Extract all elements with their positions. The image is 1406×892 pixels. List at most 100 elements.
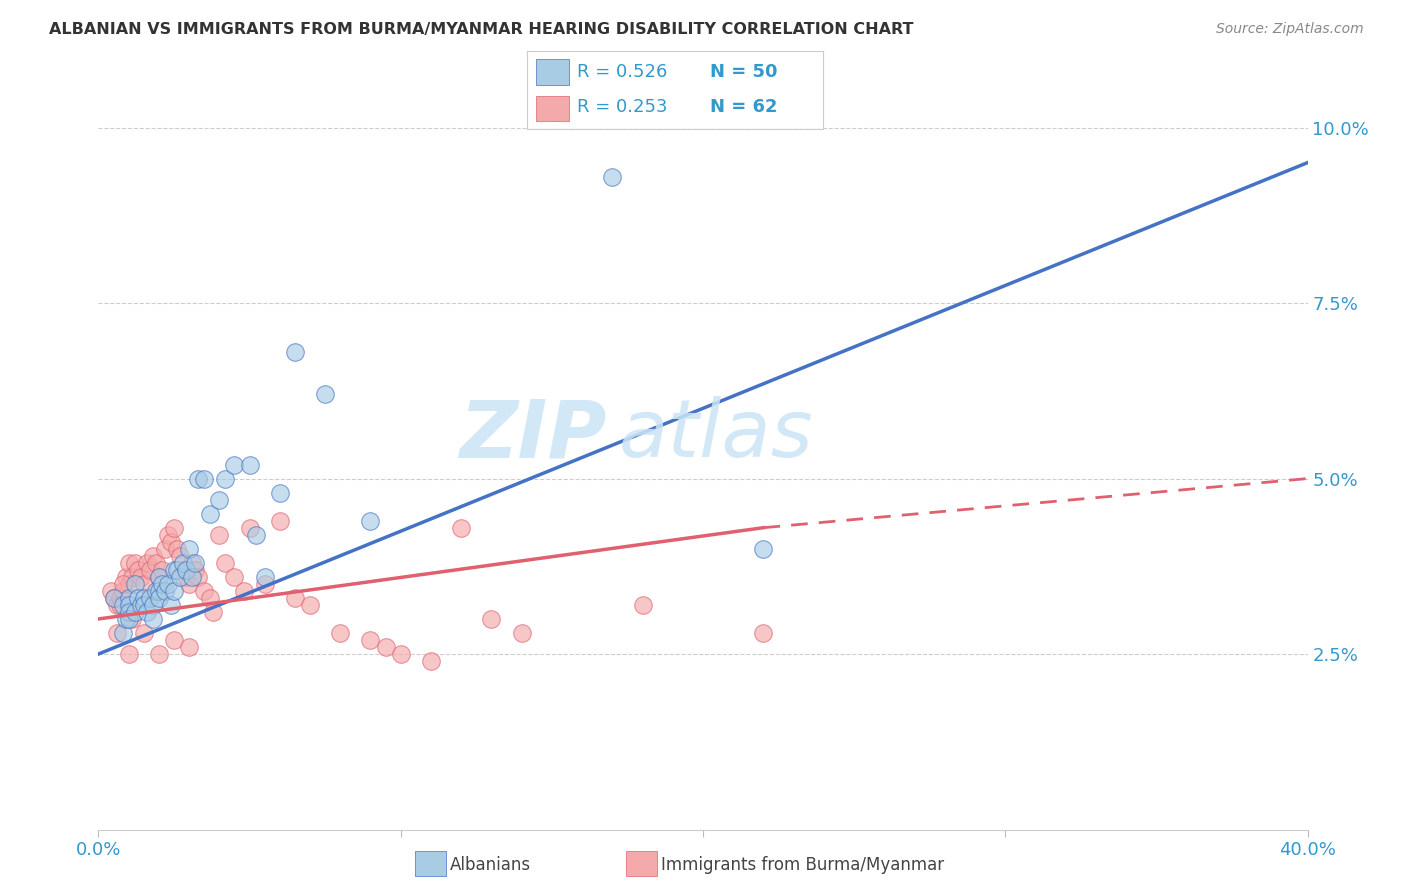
Point xyxy=(245,527,267,541)
Point xyxy=(114,612,136,626)
Point xyxy=(108,591,131,605)
Point xyxy=(208,492,231,507)
Point xyxy=(752,541,775,556)
FancyBboxPatch shape xyxy=(536,59,568,85)
Point xyxy=(200,591,222,605)
Point xyxy=(389,647,412,661)
Point xyxy=(232,583,254,598)
Point xyxy=(179,541,201,556)
Point xyxy=(284,591,307,605)
Point xyxy=(269,485,291,500)
Point xyxy=(150,577,173,591)
Point xyxy=(224,458,246,472)
Point xyxy=(156,577,179,591)
Point xyxy=(132,598,155,612)
Point xyxy=(187,570,209,584)
Point xyxy=(160,534,183,549)
Point xyxy=(200,507,222,521)
Point xyxy=(179,640,201,654)
Point xyxy=(118,598,141,612)
Point xyxy=(145,583,167,598)
Point xyxy=(105,598,128,612)
Point xyxy=(118,605,141,619)
Point xyxy=(208,527,231,541)
Text: N = 50: N = 50 xyxy=(710,62,778,80)
Point xyxy=(153,583,176,598)
Text: Immigrants from Burma/Myanmar: Immigrants from Burma/Myanmar xyxy=(661,856,943,874)
Point xyxy=(172,563,194,577)
Point xyxy=(166,563,188,577)
Point xyxy=(129,598,152,612)
Point xyxy=(153,541,176,556)
Point xyxy=(142,598,165,612)
Point xyxy=(184,563,207,577)
Point xyxy=(360,514,382,528)
Point xyxy=(142,612,165,626)
Point xyxy=(193,471,215,485)
Point xyxy=(269,514,291,528)
Point xyxy=(108,598,131,612)
Point xyxy=(148,570,170,584)
Point xyxy=(253,577,276,591)
Point xyxy=(132,577,155,591)
Point xyxy=(329,626,352,640)
Text: ZIP: ZIP xyxy=(458,396,606,475)
Point xyxy=(129,570,152,584)
Point xyxy=(510,626,533,640)
Point xyxy=(174,563,197,577)
Text: N = 62: N = 62 xyxy=(710,98,778,116)
Point xyxy=(360,633,382,648)
Point xyxy=(124,605,146,619)
Point xyxy=(148,591,170,605)
Point xyxy=(111,583,134,598)
Point xyxy=(142,549,165,563)
Point xyxy=(602,169,624,184)
Point xyxy=(105,626,128,640)
Point xyxy=(148,570,170,584)
Point xyxy=(145,556,167,570)
Point xyxy=(121,612,143,626)
Point xyxy=(111,577,134,591)
Point xyxy=(148,647,170,661)
Point xyxy=(214,471,236,485)
Point xyxy=(103,591,125,605)
Point xyxy=(118,647,141,661)
Point xyxy=(193,583,215,598)
Point xyxy=(156,527,179,541)
Point xyxy=(114,570,136,584)
Point xyxy=(752,626,775,640)
Point xyxy=(163,563,186,577)
Point xyxy=(135,556,157,570)
Point xyxy=(118,556,141,570)
Point xyxy=(224,570,246,584)
Text: R = 0.253: R = 0.253 xyxy=(578,98,668,116)
Text: atlas: atlas xyxy=(619,396,813,475)
Point xyxy=(239,521,262,535)
Point xyxy=(179,577,201,591)
Point xyxy=(163,521,186,535)
Point xyxy=(181,556,204,570)
Point xyxy=(174,570,197,584)
Point xyxy=(181,570,204,584)
Point xyxy=(299,598,322,612)
Point xyxy=(202,605,225,619)
Point xyxy=(169,570,191,584)
Point xyxy=(450,521,472,535)
Point xyxy=(124,556,146,570)
Text: R = 0.526: R = 0.526 xyxy=(578,62,668,80)
Point xyxy=(481,612,503,626)
Point xyxy=(148,583,170,598)
Text: Source: ZipAtlas.com: Source: ZipAtlas.com xyxy=(1216,22,1364,37)
Point xyxy=(139,591,162,605)
Point xyxy=(163,633,186,648)
Point xyxy=(127,563,149,577)
Point xyxy=(166,541,188,556)
Point xyxy=(374,640,396,654)
Point xyxy=(111,598,134,612)
Point xyxy=(124,577,146,591)
Point xyxy=(631,598,654,612)
Point xyxy=(314,387,336,401)
Point xyxy=(172,556,194,570)
Point xyxy=(420,654,443,668)
Point xyxy=(160,598,183,612)
